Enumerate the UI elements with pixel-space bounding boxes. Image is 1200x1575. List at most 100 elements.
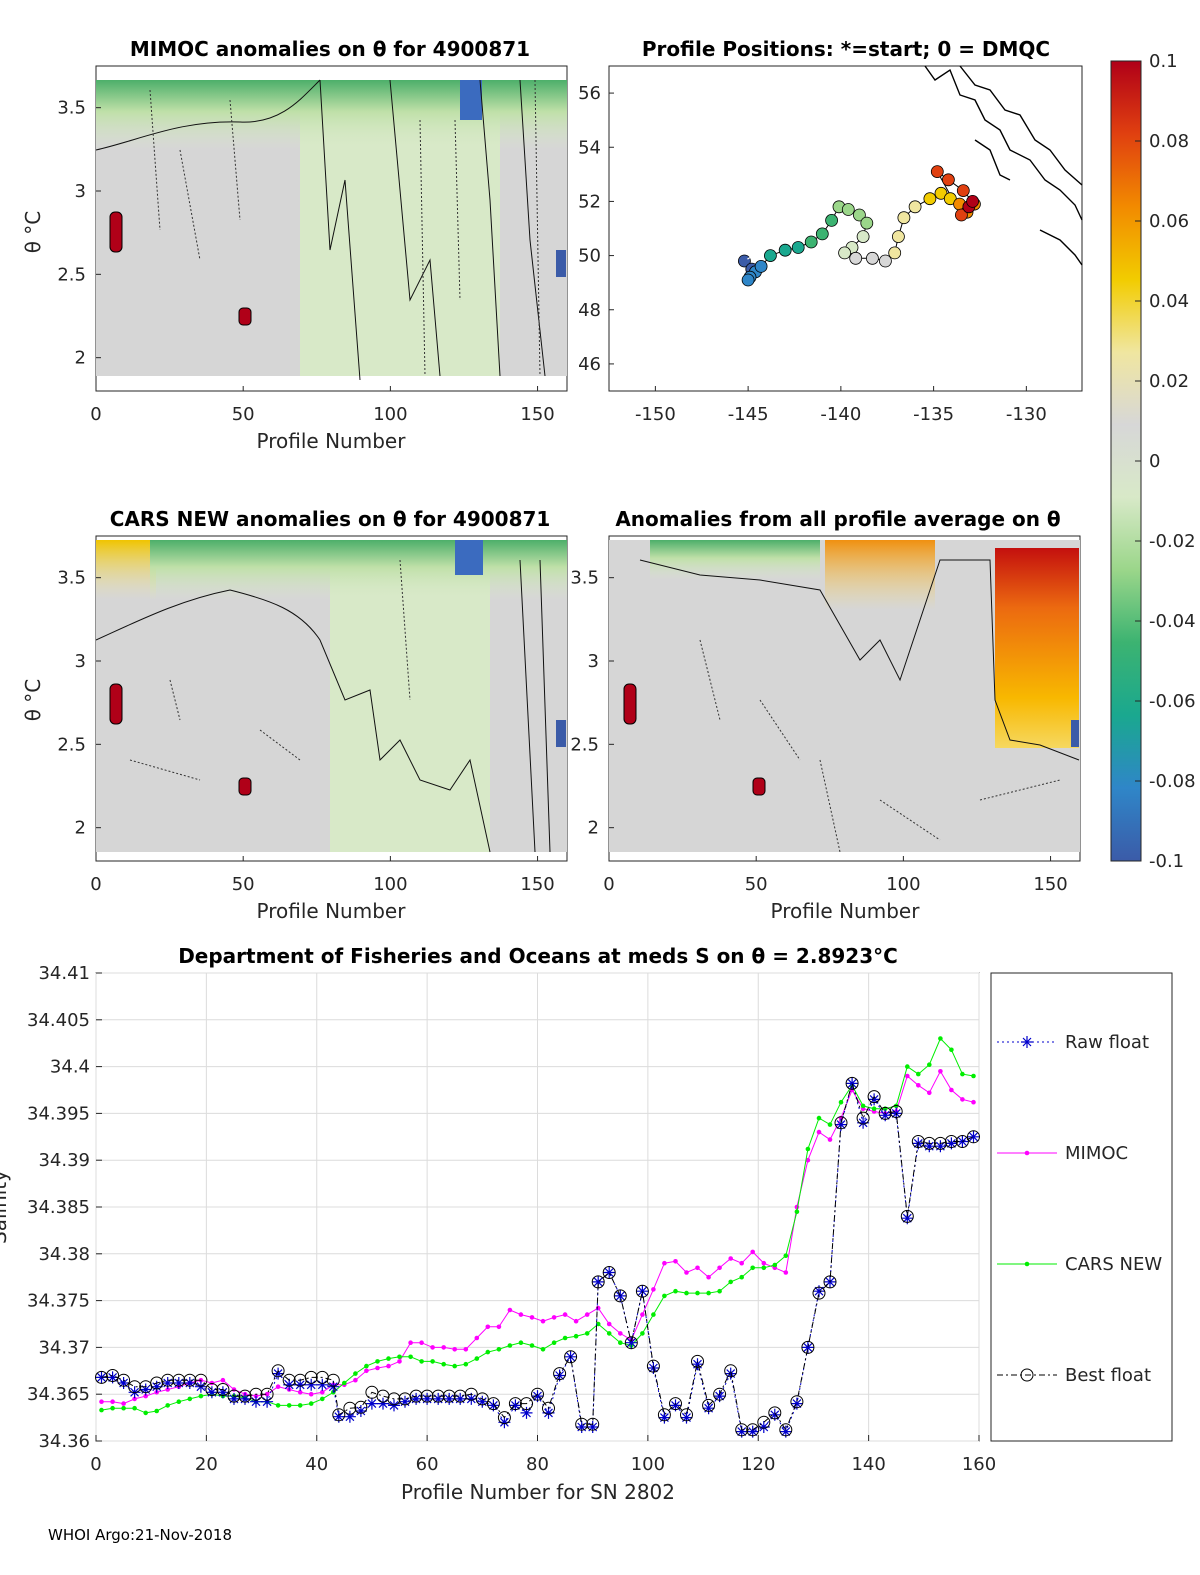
best-float-line [101, 1081, 974, 1431]
avg-ticks: 0 50 100 150 3.5 3 2.5 2 [570, 568, 1067, 895]
positions-ytick-label: 52 [578, 191, 601, 212]
raw-float-point [117, 1377, 130, 1389]
track-point [738, 254, 751, 268]
mimoc-xlabel: Profile Number [257, 429, 407, 453]
raw-float-point [724, 1367, 737, 1380]
positions-xtick-label: -135 [913, 404, 954, 425]
best-float-point [508, 1397, 522, 1411]
mimoc-ylabel: θ °C [21, 211, 45, 254]
best-float-point [955, 1135, 969, 1148]
colorbar-tick-label: 0.1 [1149, 51, 1178, 72]
mimoc-point [430, 1345, 435, 1350]
chart-ytick-label: 34.37 [38, 1337, 90, 1358]
best-float-point [106, 1369, 120, 1382]
mimoc-point [562, 1312, 568, 1317]
cars-new-point [275, 1403, 281, 1408]
cars-new-point [761, 1265, 767, 1271]
raw-float-point [332, 1410, 345, 1423]
best-float-point [768, 1406, 782, 1420]
mimoc-red-patch-b [238, 307, 252, 326]
track-point [849, 251, 863, 265]
best-float-point [746, 1423, 760, 1437]
chart-xtick-label: 60 [416, 1454, 439, 1475]
raw-float-point [498, 1416, 511, 1429]
colorbar-tick-label: 0.06 [1149, 211, 1189, 232]
footer-stamp: WHOI Argo:21-Nov-2018 [48, 1526, 232, 1544]
cars-new-point [739, 1274, 744, 1280]
track-point [942, 173, 955, 187]
cars-new-point [297, 1403, 303, 1408]
mimoc-point [308, 1391, 314, 1397]
positions-xtick-label: -130 [1006, 404, 1047, 425]
cars-new-point [551, 1340, 557, 1345]
best-float-point [117, 1373, 131, 1387]
best-float-point [635, 1284, 649, 1298]
mimoc-point [750, 1249, 755, 1255]
mimoc-point [364, 1368, 369, 1374]
best-float-point [657, 1408, 671, 1422]
best-float-point [867, 1090, 881, 1104]
best-float-point [343, 1401, 357, 1415]
track-point [930, 165, 944, 179]
cars-ytick-label: 3.5 [57, 568, 86, 589]
best-float-point [713, 1387, 727, 1401]
mimoc-point [264, 1391, 270, 1397]
cars-new-point [706, 1290, 711, 1296]
raw-float-point [410, 1392, 423, 1405]
mimoc-xtick-label: 150 [520, 404, 554, 425]
chart-xtick-label: 160 [962, 1454, 996, 1475]
raw-float-point [713, 1390, 726, 1403]
avg-warm-band [825, 540, 935, 610]
track-point [754, 259, 768, 273]
chart-ytick-label: 34.36 [38, 1431, 90, 1452]
mimoc-point [496, 1324, 502, 1330]
mimoc-point [452, 1347, 458, 1352]
positions-xtick-label: -145 [728, 404, 769, 425]
raw-float-point [343, 1410, 356, 1423]
cars-new-point [154, 1408, 159, 1414]
raw-float-point [205, 1386, 218, 1399]
cars-dotted-contours [129, 559, 411, 781]
mimoc-point [529, 1315, 535, 1320]
positions-ytick-label: 48 [578, 300, 601, 321]
best-float-point [856, 1111, 870, 1125]
raw-float-point [377, 1397, 389, 1410]
avg-xlabel: Profile Number [771, 899, 921, 923]
cars-panel: CARS NEW anomalies on θ for 4900871 0 50 1… [21, 507, 568, 923]
best-float-point [464, 1387, 478, 1401]
mimoc-point [99, 1399, 104, 1404]
avg-ytick-label: 3 [588, 651, 599, 672]
cars-red-patch-a [109, 683, 123, 725]
mimoc-point [132, 1396, 137, 1402]
mimoc-point [761, 1260, 767, 1266]
cars-new-point [176, 1399, 182, 1404]
cars-new-point [320, 1396, 325, 1402]
best-float-point [282, 1373, 296, 1387]
mimoc-point [827, 1137, 833, 1142]
cars-new-point [143, 1410, 148, 1416]
best-float-point [702, 1398, 716, 1412]
cars-new-point [772, 1262, 778, 1268]
cars-new-point [110, 1405, 115, 1411]
track-point [791, 241, 805, 254]
raw-float-point [261, 1395, 274, 1408]
cars-xtick-label: 150 [520, 874, 554, 895]
cars-new-point [529, 1343, 535, 1348]
avg-xtick-label: 0 [603, 874, 614, 895]
track-point [866, 251, 879, 265]
raw-float-point [702, 1402, 715, 1415]
best-float-point [613, 1289, 627, 1303]
colorbar-tick-label: -0.04 [1149, 611, 1196, 632]
mimoc-point [651, 1287, 656, 1292]
best-float-point [911, 1135, 925, 1148]
legend-marker-best-float [1020, 1368, 1034, 1382]
raw-float-point [658, 1411, 671, 1424]
chart-xtick-label: 20 [195, 1454, 218, 1475]
coastline [924, 65, 1083, 266]
cars-ytick-label: 2.5 [57, 734, 86, 755]
cars-new-point [463, 1361, 469, 1367]
mimoc-point [121, 1401, 126, 1406]
best-float-point [591, 1275, 605, 1289]
raw-float-point [283, 1378, 296, 1391]
cars-xtick-label: 50 [232, 874, 255, 895]
